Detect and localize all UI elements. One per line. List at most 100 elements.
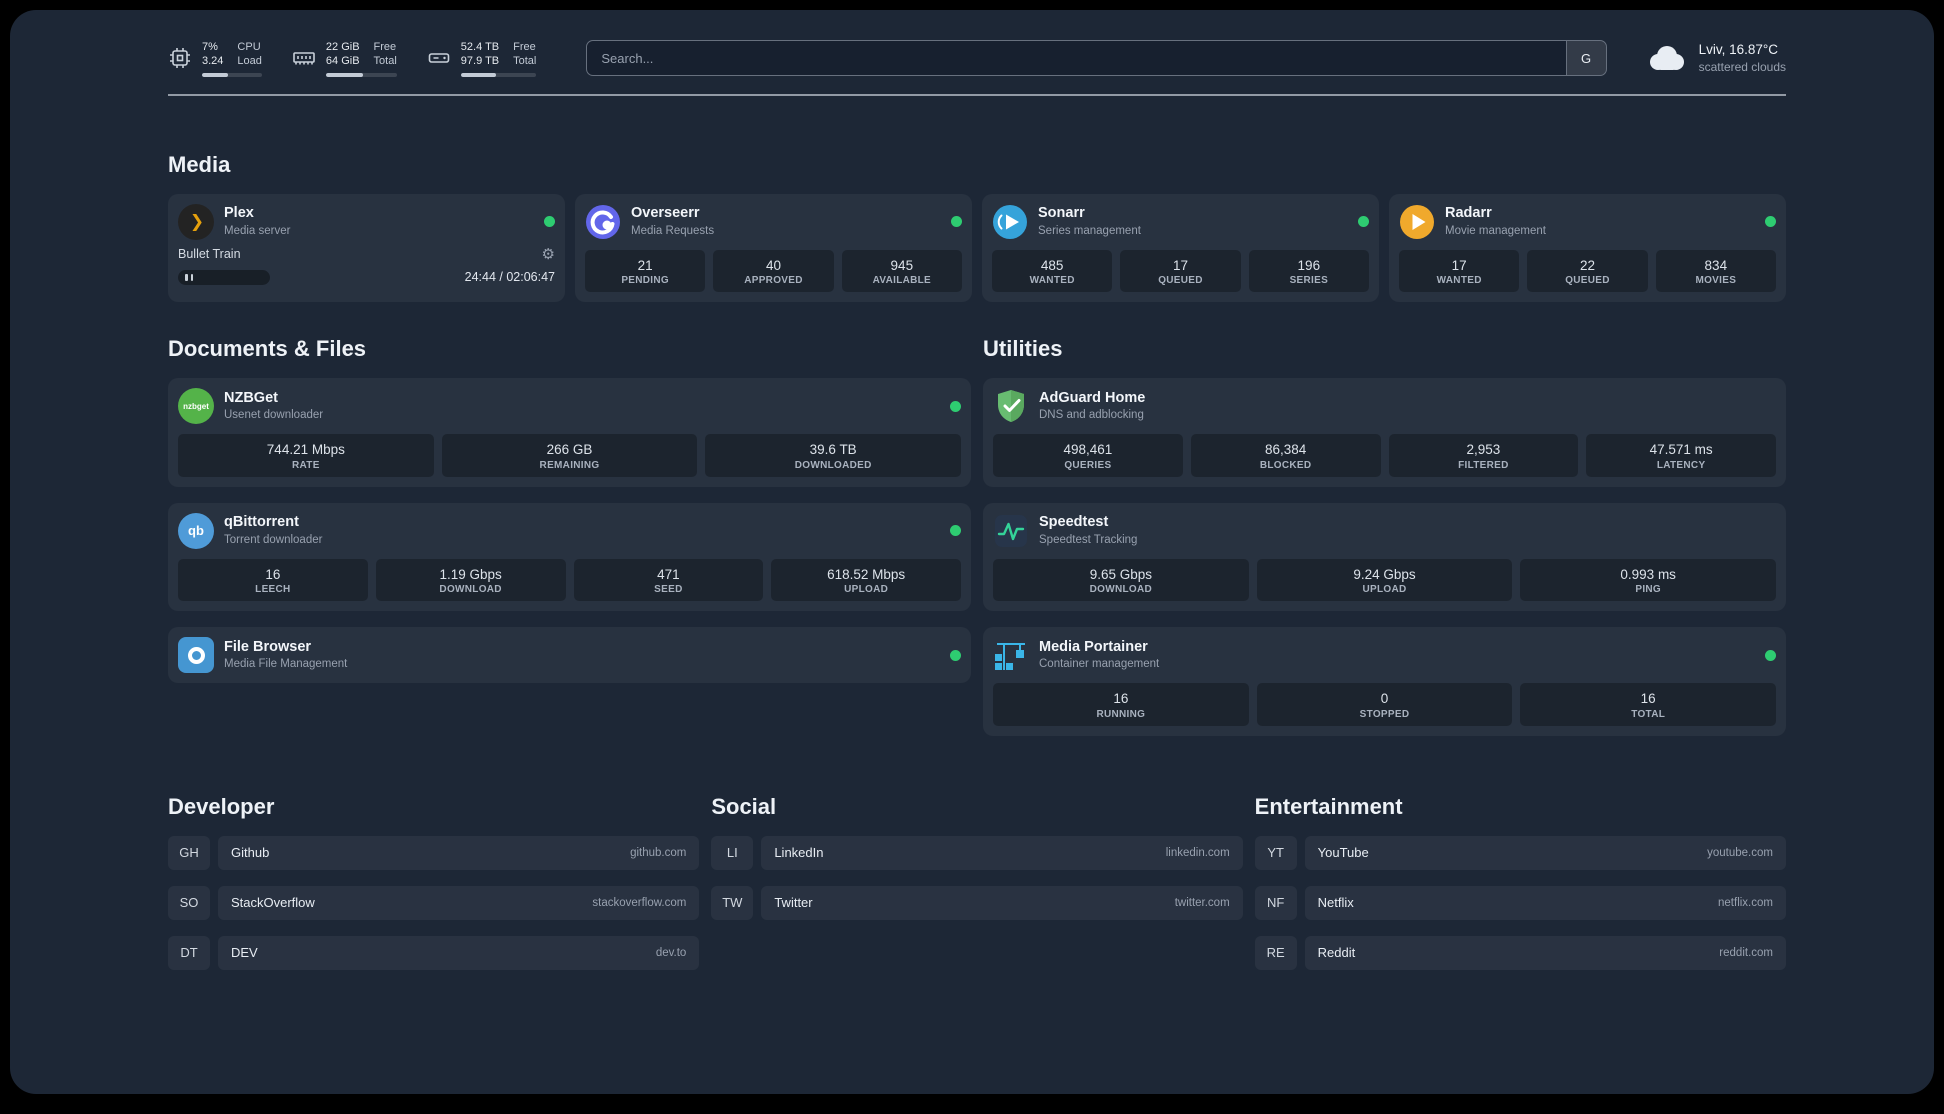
bookmark-linkedin[interactable]: LI LinkedIn linkedin.com [711, 835, 1243, 870]
weather-condition: scattered clouds [1698, 60, 1786, 75]
disk-free-value: 52.4 TB [460, 41, 500, 53]
qbittorrent-icon: qb [178, 512, 214, 549]
stat-box: 485 WANTED [992, 249, 1113, 293]
bookmark-twitter[interactable]: TW Twitter twitter.com [711, 885, 1243, 920]
bookmark-netflix[interactable]: NF Netflix netflix.com [1254, 885, 1786, 920]
stat-value: 196 [1297, 257, 1321, 273]
service-link-radarr[interactable]: Radarr Movie management [1399, 204, 1776, 240]
service-card-speedtest: Speedtest Speedtest Tracking 9.65 Gbps D… [983, 502, 1786, 612]
overseerr-icon [586, 204, 620, 239]
service-subtitle: Torrent downloader [224, 533, 323, 546]
search-input[interactable] [587, 41, 1566, 76]
stat-box: 744.21 Mbps RATE [178, 434, 434, 477]
service-subtitle: Media File Management [224, 658, 348, 671]
bookmark-abbr: DT [168, 935, 210, 970]
status-dot-online [950, 400, 961, 412]
filebrowser-icon [178, 637, 214, 674]
service-card-overseerr: Overseerr Media Requests 21 PENDING 40 A… [575, 193, 972, 303]
service-link-overseerr[interactable]: Overseerr Media Requests [585, 204, 962, 240]
bookmark-github[interactable]: GH Github github.com [168, 835, 700, 870]
stat-value: 22 [1579, 257, 1595, 273]
stat-value: 498,461 [1063, 442, 1113, 458]
stat-value: 40 [765, 257, 781, 273]
service-name: qBittorrent [224, 514, 299, 531]
bookmark-name: StackOverflow [231, 895, 315, 911]
service-name: Sonarr [1038, 205, 1085, 222]
stat-box: 1.19 Gbps DOWNLOAD [375, 558, 566, 602]
nzbget-icon: nzbget [178, 388, 214, 425]
portainer-crane-icon [995, 643, 1025, 671]
service-card-adguard: AdGuard Home DNS and adblocking 498,461 … [983, 378, 1786, 487]
bookmark-domain: reddit.com [1719, 946, 1773, 959]
status-dot-online [950, 525, 961, 537]
service-subtitle: DNS and adblocking [1039, 409, 1144, 422]
disk-widget: 52.4 TB 97.9 TB Free Total [427, 40, 537, 77]
service-link-plex[interactable]: ❯ Plex Media server [178, 203, 555, 240]
service-name: Radarr [1445, 205, 1492, 222]
service-link-speedtest[interactable]: Speedtest Speedtest Tracking [993, 513, 1776, 549]
stat-value: 9.65 Gbps [1089, 566, 1152, 582]
stat-label: BLOCKED [1259, 459, 1312, 471]
gear-icon[interactable]: ⚙ [541, 245, 555, 263]
weather-widget: Lviv, 16.87°C scattered clouds [1645, 41, 1786, 75]
stat-box: 618.52 Mbps UPLOAD [771, 558, 961, 602]
pause-button[interactable] [178, 269, 270, 285]
bookmark-reddit[interactable]: RE Reddit reddit.com [1254, 935, 1786, 970]
bookmark-youtube[interactable]: YT YouTube youtube.com [1254, 835, 1786, 870]
stat-value: 21 [637, 257, 653, 273]
service-name: AdGuard Home [1039, 389, 1146, 406]
stat-value: 0.993 ms [1620, 566, 1676, 582]
section-title-entertainment: Entertainment [1254, 793, 1403, 819]
stat-box: 22 QUEUED [1527, 249, 1648, 293]
stat-value: 485 [1040, 257, 1064, 273]
bookmark-group-entertainment: Entertainment YT YouTube youtube.com NF … [1254, 793, 1786, 986]
stat-label: UPLOAD [844, 584, 889, 596]
stat-label: LATENCY [1656, 459, 1706, 471]
cpu-percent: 7% [202, 41, 218, 53]
stat-label: WANTED [1436, 275, 1482, 287]
stat-value: 618.52 Mbps [827, 566, 906, 582]
bookmark-group-social: Social LI LinkedIn linkedin.com TW Twitt… [711, 794, 1243, 986]
section-title-developer: Developer [168, 793, 275, 819]
bookmark-domain: stackoverflow.com [592, 896, 687, 909]
stat-box: 17 QUEUED [1120, 249, 1241, 293]
bookmark-dev[interactable]: DT DEV dev.to [168, 935, 700, 970]
stat-label: LEECH [255, 584, 291, 596]
service-link-qbittorrent[interactable]: qb qBittorrent Torrent downloader [178, 512, 961, 549]
section-utilities: Utilities AdGuard Home DNS and adblockin… [983, 336, 1786, 736]
service-name: Overseerr [631, 205, 700, 222]
service-link-adguard[interactable]: AdGuard Home DNS and adblocking [993, 388, 1776, 424]
service-subtitle: Series management [1038, 224, 1141, 237]
bookmark-name: Reddit [1317, 945, 1356, 961]
stat-label: SERIES [1289, 275, 1329, 287]
media-player-widget: Bullet Train ⚙ 24:44 / 02:06:47 [178, 247, 555, 285]
bookmark-abbr: GH [168, 835, 210, 870]
bookmark-domain: twitter.com [1174, 896, 1230, 909]
status-dot-online [1765, 649, 1776, 661]
bookmark-stackoverflow[interactable]: SO StackOverflow stackoverflow.com [168, 885, 700, 920]
service-link-sonarr[interactable]: Sonarr Series management [992, 204, 1369, 240]
status-dot-online [1358, 216, 1369, 228]
service-link-portainer[interactable]: Media Portainer Container management [993, 637, 1776, 673]
service-link-filebrowser[interactable]: File Browser Media File Management [178, 637, 961, 674]
stat-box: 9.65 Gbps DOWNLOAD [993, 558, 1249, 602]
service-link-nzbget[interactable]: nzbget NZBGet Usenet downloader [178, 388, 961, 425]
dashboard-frame: 7% 3.24 CPU Load 22 GiB [10, 10, 1934, 1094]
stat-value: 16 [1113, 691, 1129, 707]
section-title-media: Media [168, 151, 231, 177]
cpu-load-label: Load [237, 55, 262, 68]
stat-value: 945 [890, 257, 914, 273]
search-provider-button[interactable]: G [1565, 41, 1606, 76]
search-bar: G [586, 40, 1607, 77]
service-subtitle: Media Requests [631, 224, 715, 237]
cpu-widget: 7% 3.24 CPU Load [168, 40, 262, 77]
stat-box: 47.571 ms LATENCY [1586, 434, 1776, 477]
weather-location: Lviv, 16.87°C [1698, 42, 1779, 58]
speedtest-icon [995, 514, 1027, 547]
stat-value: 16 [1640, 691, 1656, 707]
bookmark-group-developer: Developer GH Github github.com SO StackO… [168, 793, 700, 986]
stat-label: AVAILABLE [872, 275, 932, 287]
stat-box: 40 APPROVED [713, 249, 834, 293]
bookmark-name: YouTube [1317, 845, 1369, 861]
stat-box: 0 STOPPED [1256, 683, 1513, 726]
